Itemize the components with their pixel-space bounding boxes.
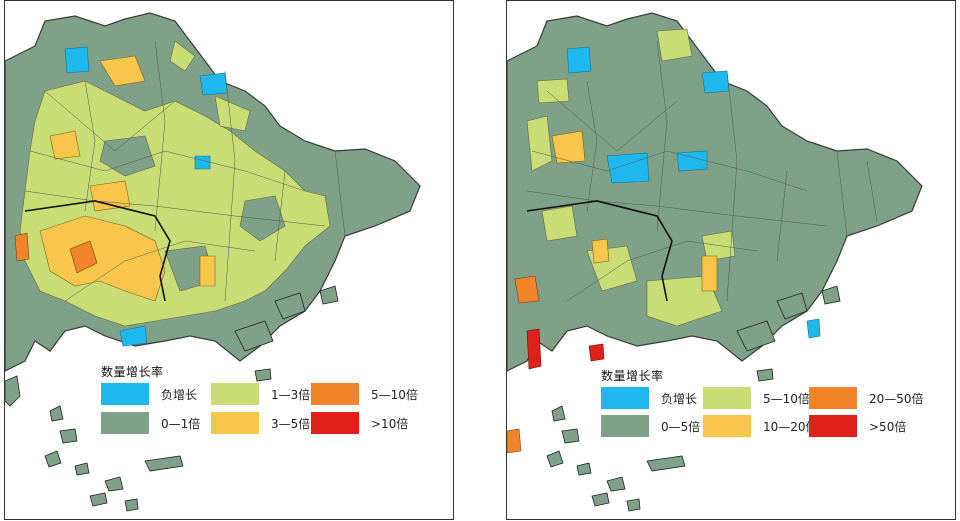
legend-item-0-5x: 0—5倍 xyxy=(601,415,700,437)
region-10-20x xyxy=(701,255,718,292)
county-boundaries xyxy=(526,40,878,302)
region-3-5x xyxy=(49,130,81,160)
legend-swatch xyxy=(101,412,149,434)
choropleth-map-right xyxy=(507,12,923,512)
region-20-50x xyxy=(507,428,522,454)
legend-label: >50倍 xyxy=(869,419,907,434)
region-5-10x xyxy=(541,205,578,242)
legend-label: 5—10倍 xyxy=(371,387,418,402)
legend-label: 1—3倍 xyxy=(271,387,311,402)
legend-swatch xyxy=(211,412,259,434)
province-boundary xyxy=(24,200,171,302)
region-10-20x xyxy=(591,238,610,264)
region-negative xyxy=(566,46,592,74)
region-3-5x xyxy=(39,215,166,302)
legend-item-20-50x: 20—50倍 xyxy=(809,387,924,409)
map-panel-left: 数量增长率 负增长 1—3倍 5—10倍 0—1倍 3—5倍 >10倍 xyxy=(4,0,454,520)
region-0-1x xyxy=(99,135,156,177)
region-1-3x xyxy=(169,40,196,72)
region-3-5x xyxy=(89,180,131,212)
region-negative xyxy=(701,70,730,94)
legend-item-50x-plus: >50倍 xyxy=(809,415,906,437)
islands xyxy=(5,285,339,512)
region-negative xyxy=(64,46,90,74)
legend-item-3-5x: 3—5倍 xyxy=(211,412,310,434)
province-boundary xyxy=(526,200,673,302)
legend-item-negative: 负增长 xyxy=(101,383,197,405)
islands xyxy=(546,285,841,512)
region-negative xyxy=(606,152,650,184)
legend-swatch xyxy=(101,383,149,405)
region-negative xyxy=(119,325,148,347)
legend-label: 10—20倍 xyxy=(763,419,818,434)
region-negative xyxy=(194,155,211,170)
region-negative xyxy=(806,318,821,339)
legend-item-negative: 负增长 xyxy=(601,387,697,409)
region-5-10x xyxy=(701,230,736,262)
choropleth-map-left xyxy=(5,12,421,512)
region-5-10x xyxy=(656,28,693,62)
legend-item-1-3x: 1—3倍 xyxy=(211,383,310,405)
legend-label: 负增长 xyxy=(161,387,198,402)
region-10-20x xyxy=(551,130,586,164)
region-5-10x xyxy=(526,115,553,172)
county-boundaries xyxy=(24,40,346,302)
legend-label: >10倍 xyxy=(371,416,409,431)
legend-label: 0—5倍 xyxy=(661,419,701,434)
region-50x-plus xyxy=(526,328,542,370)
region-0-1x xyxy=(239,195,286,242)
legend-title: 数量增长率 xyxy=(601,369,664,383)
legend-label: 5—10倍 xyxy=(763,391,810,406)
map-panel-right: 数量增长率 负增长 5—10倍 20—50倍 0—5倍 10—20倍 >50倍 xyxy=(506,0,956,520)
legend-label: 负增长 xyxy=(661,391,698,406)
region-negative xyxy=(199,72,228,96)
region-1-3x xyxy=(214,95,251,132)
legend-label: 0—1倍 xyxy=(161,416,201,431)
legend-swatch xyxy=(703,415,751,437)
legend-item-0-1x: 0—1倍 xyxy=(101,412,200,434)
legend-label: 20—50倍 xyxy=(869,391,924,406)
legend-item-10x-plus: >10倍 xyxy=(311,412,408,434)
legend-item-10-20x: 10—20倍 xyxy=(703,415,818,437)
region-20-50x xyxy=(514,275,540,304)
legend-swatch xyxy=(809,415,857,437)
legend-item-5-10x: 5—10倍 xyxy=(703,387,810,409)
region-5-10x xyxy=(536,78,570,104)
legend-swatch xyxy=(703,387,751,409)
legend-swatch xyxy=(809,387,857,409)
legend-swatch xyxy=(311,383,359,405)
region-5-10x xyxy=(69,240,98,274)
legend-swatch xyxy=(211,383,259,405)
legend-swatch xyxy=(311,412,359,434)
region-3-5x xyxy=(99,55,146,87)
legend-item-5-10x: 5—10倍 xyxy=(311,383,418,405)
legend-title: 数量增长率 xyxy=(101,365,164,379)
region-3-5x xyxy=(199,255,216,287)
region-negative xyxy=(676,150,708,172)
legend-swatch xyxy=(601,387,649,409)
region-5-10x xyxy=(14,232,30,262)
region-50x-plus xyxy=(588,343,605,362)
legend-swatch xyxy=(601,415,649,437)
legend-label: 3—5倍 xyxy=(271,416,311,431)
